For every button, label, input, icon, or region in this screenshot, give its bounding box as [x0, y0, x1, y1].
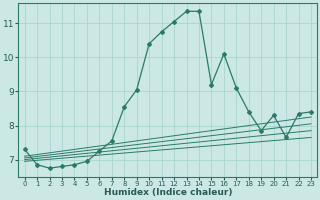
X-axis label: Humidex (Indice chaleur): Humidex (Indice chaleur): [104, 188, 232, 197]
